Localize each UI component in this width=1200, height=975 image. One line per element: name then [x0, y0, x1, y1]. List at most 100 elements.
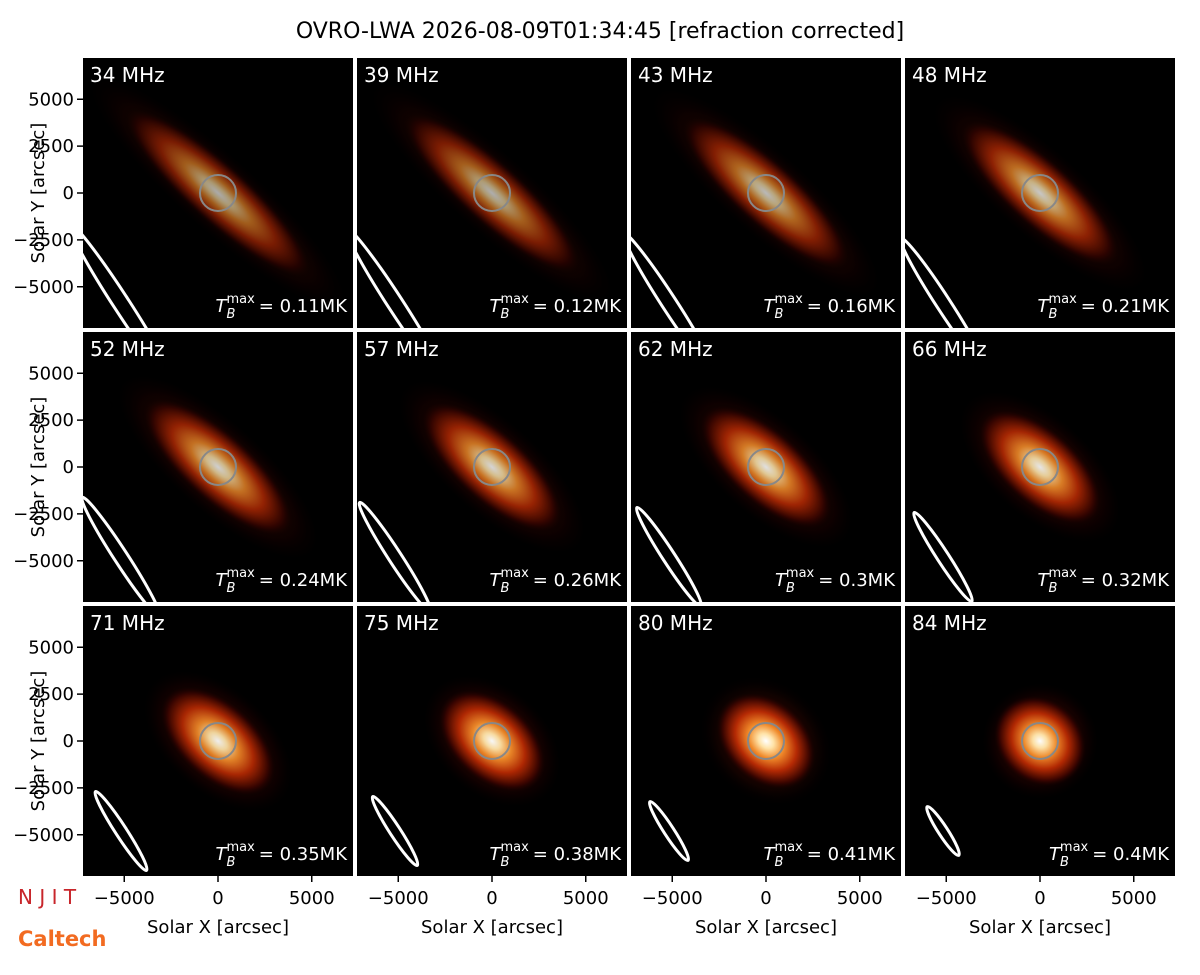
frequency-label: 39 MHz [364, 63, 439, 87]
beam [357, 226, 446, 328]
y-tick-label: 5000 [28, 363, 74, 384]
x-axis-label: Solar X [arcsec] [147, 917, 289, 938]
tb-label: TBmax = 0.16MK [764, 292, 897, 322]
frequency-label: 34 MHz [90, 63, 165, 87]
tb-value: = 0.35MK [259, 844, 348, 865]
x-tick-label: 0 [1034, 888, 1045, 909]
solar-disk [1021, 448, 1059, 486]
panel [83, 332, 353, 602]
panel [631, 332, 901, 602]
emission [644, 81, 888, 305]
x-tick-label: −5000 [94, 888, 155, 909]
tb-symbol: T [1038, 296, 1051, 317]
emission [418, 670, 566, 812]
tb-sub: B [227, 855, 236, 870]
y-tick-label: 0 [63, 457, 74, 478]
frequency-label: 80 MHz [638, 611, 713, 635]
frequency-label: 66 MHz [912, 337, 987, 361]
solar-disk [199, 448, 237, 486]
solar-disk [747, 174, 785, 212]
tb-symbol: T [490, 296, 503, 317]
tb-label: TBmax = 0.35MK [216, 840, 349, 870]
panel [83, 606, 353, 876]
solar-disk [747, 448, 785, 486]
tb-sup: max [500, 292, 529, 307]
tb-sup: max [500, 566, 529, 581]
tb-value: = 0.21MK [1081, 296, 1170, 317]
tb-sub: B [775, 855, 784, 870]
emission-core [715, 691, 817, 791]
beam [905, 236, 987, 328]
frequency-label: 62 MHz [638, 337, 713, 361]
solar-disk [473, 174, 511, 212]
x-axis-label: Solar X [arcsec] [421, 917, 563, 938]
frequency-label: 57 MHz [364, 337, 439, 361]
tb-symbol: T [1038, 570, 1051, 591]
solar-disk [1021, 174, 1059, 212]
emission [83, 68, 353, 318]
emission [111, 368, 325, 566]
tb-value: = 0.3MK [818, 570, 896, 591]
tb-value: = 0.16MK [807, 296, 896, 317]
tb-value: = 0.12MK [533, 296, 622, 317]
x-tick-label: 5000 [289, 888, 335, 909]
emission [392, 374, 592, 560]
frequency-label: 48 MHz [912, 63, 987, 87]
tb-value: = 0.26MK [533, 570, 622, 591]
beam [357, 500, 433, 602]
emission [698, 674, 834, 808]
beam [631, 231, 717, 328]
emission [954, 386, 1126, 548]
x-tick-label: 5000 [1111, 888, 1157, 909]
y-tick-label: 2500 [28, 410, 74, 431]
panel [357, 606, 627, 876]
tb-sup: max [226, 840, 255, 855]
tb-symbol: T [490, 570, 503, 591]
tb-sub: B [775, 307, 784, 322]
emission-core [141, 396, 295, 538]
x-tick-label: 5000 [563, 888, 609, 909]
y-tick-label: −2500 [13, 778, 74, 799]
tb-sub: B [501, 581, 510, 596]
emission [363, 75, 621, 311]
x-tick-label: −5000 [642, 888, 703, 909]
tb-label: TBmax = 0.32MK [1038, 566, 1171, 596]
beam [634, 505, 704, 602]
tb-value: = 0.4MK [1092, 844, 1170, 865]
emission-core [420, 400, 564, 534]
emission-core [680, 114, 852, 272]
x-tick-label: 0 [760, 888, 771, 909]
tb-label: TBmax = 0.11MK [216, 292, 349, 322]
beam [647, 800, 691, 862]
tb-sup: max [774, 292, 803, 307]
tb-sup: max [226, 566, 255, 581]
x-tick-label: −5000 [368, 888, 429, 909]
tb-sub: B [501, 307, 510, 322]
frequency-label: 43 MHz [638, 63, 713, 87]
solar-disk [473, 722, 511, 760]
solar-disk [1021, 722, 1059, 760]
beam [370, 794, 420, 868]
tb-symbol: T [490, 844, 503, 865]
tb-value: = 0.24MK [259, 570, 348, 591]
panel [905, 58, 1175, 328]
y-axis-label: Solar Y [arcsec] [28, 123, 49, 264]
emission-core [698, 404, 834, 530]
tb-sub: B [501, 855, 510, 870]
solar-disk [747, 722, 785, 760]
emission-core [959, 118, 1121, 268]
tb-sub: B [1049, 581, 1058, 596]
solar-disk [473, 448, 511, 486]
tb-sup: max [226, 292, 255, 307]
solar-disk [199, 722, 237, 760]
x-axis-label: Solar X [arcsec] [969, 917, 1111, 938]
tb-value: = 0.41MK [807, 844, 896, 865]
tb-label: TBmax = 0.24MK [216, 566, 349, 596]
panel [357, 58, 627, 328]
tb-symbol: T [1049, 844, 1062, 865]
y-tick-label: 2500 [28, 136, 74, 157]
y-tick-label: 0 [63, 731, 74, 752]
tb-sub: B [227, 307, 236, 322]
x-tick-label: −5000 [916, 888, 977, 909]
